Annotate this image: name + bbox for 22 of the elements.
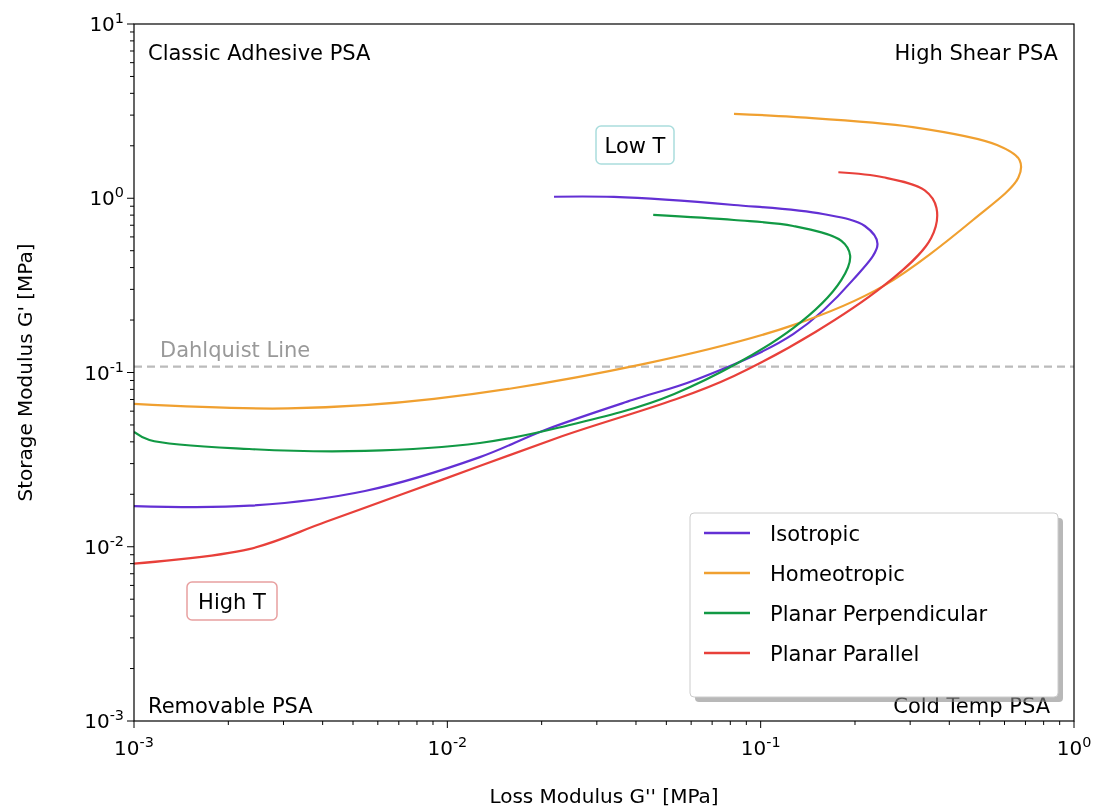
x-tick-label: 10$^{-3}$ — [114, 734, 154, 760]
y-tick-label: 10$^{-2}$ — [84, 532, 124, 559]
annotation: High Shear PSA — [894, 41, 1059, 65]
legend-label: Isotropic — [770, 522, 860, 546]
x-tick-label: 10$^{-2}$ — [427, 734, 468, 760]
y-tick-label: 10$^{1}$ — [89, 10, 124, 36]
x-tick-label: 10$^{-1}$ — [740, 734, 781, 760]
legend-label: Homeotropic — [770, 562, 905, 586]
legend-label: Planar Perpendicular — [770, 602, 988, 626]
y-tick-label: 10$^{-3}$ — [84, 707, 124, 733]
annotation: Removable PSA — [148, 694, 314, 718]
y-tick-label: 10$^{-1}$ — [84, 358, 124, 385]
y-axis-title: Storage Modulus G' [MPa] — [13, 243, 37, 502]
annotation: Cold Temp PSA — [893, 694, 1051, 718]
y-tick-label: 10$^{0}$ — [89, 184, 124, 211]
annotation: Low T — [604, 134, 666, 158]
annotation: High T — [198, 590, 267, 614]
x-axis-title: Loss Modulus G'' [MPa] — [489, 784, 719, 808]
annotation: Classic Adhesive PSA — [148, 41, 372, 65]
ref-line-label: Dahlquist Line — [160, 337, 311, 362]
x-tick-label: 10$^{0}$ — [1056, 734, 1092, 760]
legend-label: Planar Parallel — [770, 642, 920, 666]
